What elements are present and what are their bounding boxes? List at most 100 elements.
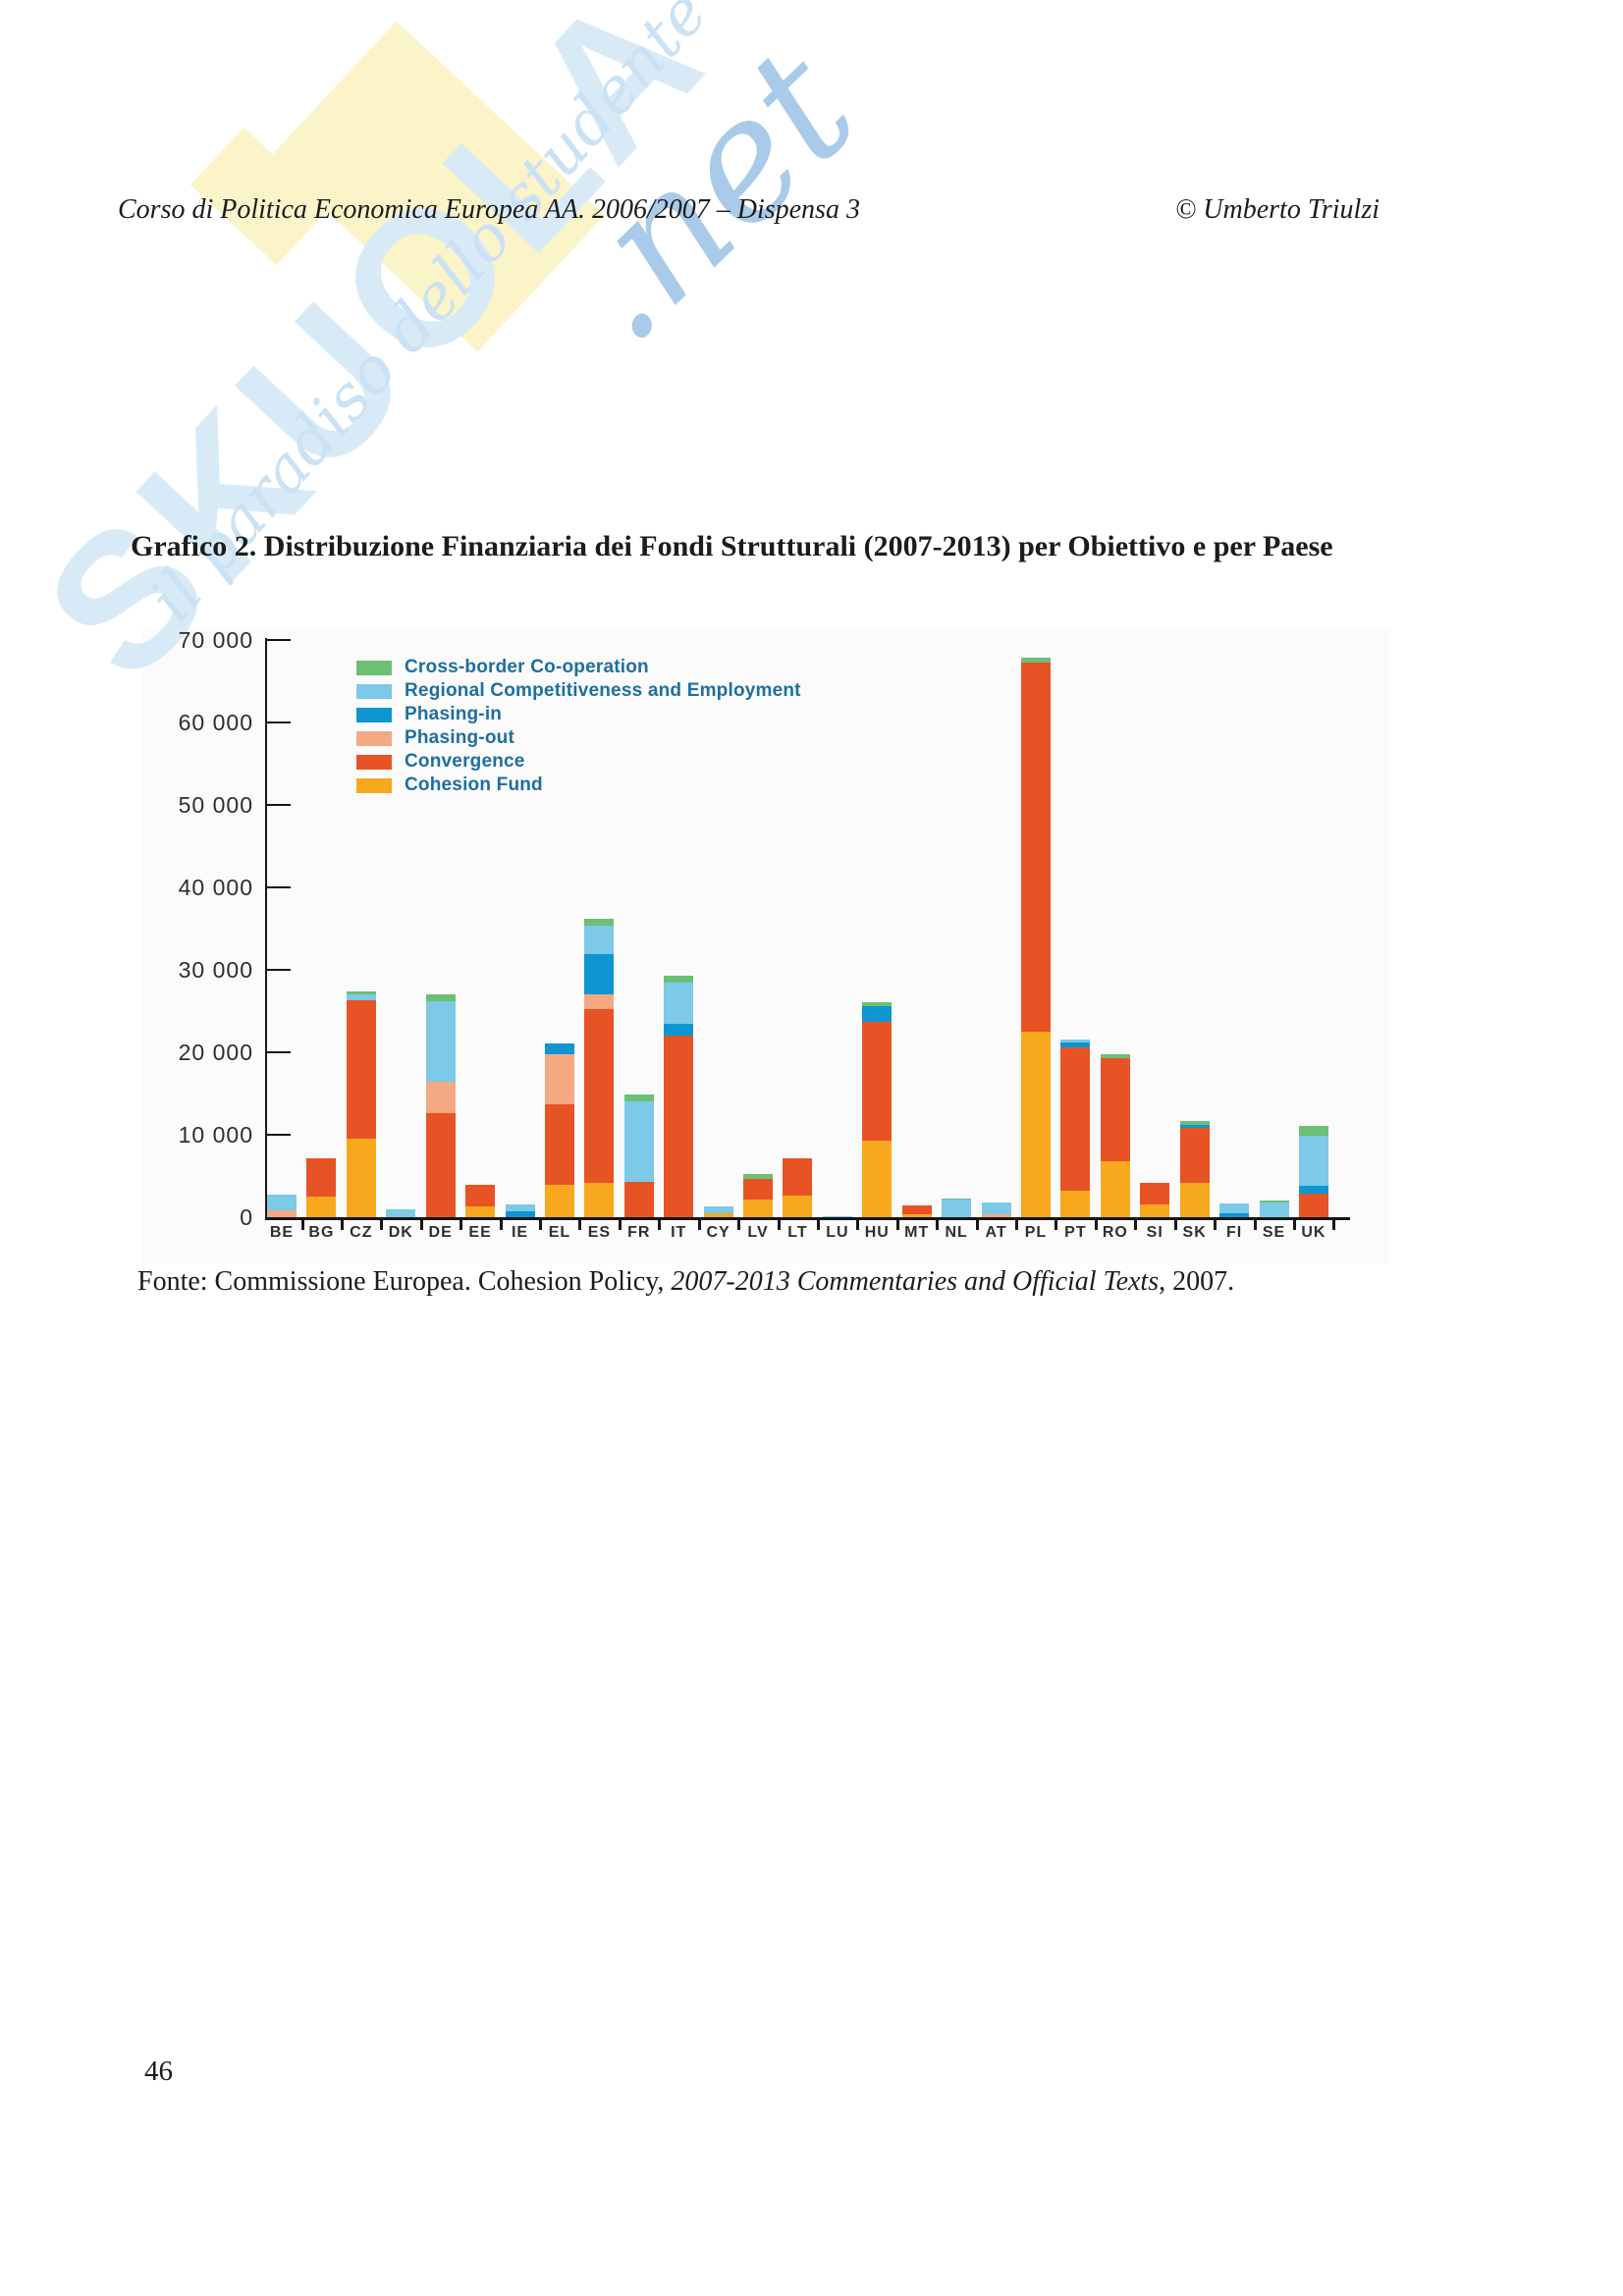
legend-label: Phasing-in	[405, 704, 503, 724]
bar-se	[1259, 1201, 1289, 1217]
x-tick-label: CY	[706, 1224, 730, 1241]
legend-row: Cross-border Co-operation	[356, 656, 801, 679]
bar-segment	[1100, 1160, 1130, 1217]
bar-segment	[465, 1185, 496, 1207]
x-tick-label: PL	[1024, 1224, 1048, 1241]
category-tick-mark	[856, 1217, 860, 1230]
x-tick-label: HU	[864, 1224, 890, 1241]
bar-segment	[703, 1212, 733, 1217]
bar-segment	[306, 1197, 337, 1217]
category-tick-mark	[340, 1217, 344, 1230]
bar-segment	[623, 1100, 654, 1182]
category-tick-mark	[975, 1217, 979, 1230]
chart-legend: Cross-border Co-operation Regional Compet…	[356, 656, 801, 797]
bar-segment	[1259, 1201, 1289, 1217]
x-tick-label: BG	[308, 1224, 335, 1241]
category-tick-mark	[460, 1217, 463, 1230]
bar-segment	[822, 1216, 852, 1217]
x-tick-label: FR	[627, 1224, 651, 1241]
bar-pt	[1060, 1040, 1091, 1217]
bar-segment	[1140, 1204, 1170, 1217]
bar-segment	[584, 1008, 615, 1183]
bar-segment	[664, 982, 694, 1025]
y-tick-mark	[267, 969, 291, 971]
x-tick-label: SK	[1182, 1224, 1207, 1241]
source-suffix: , 2007.	[1159, 1266, 1235, 1297]
y-tick-label: 20 000	[178, 1040, 253, 1065]
bar-segment	[544, 1042, 574, 1054]
category-tick-mark	[618, 1217, 622, 1230]
bar-segment	[267, 1195, 297, 1211]
x-tick-label: SI	[1146, 1224, 1163, 1241]
bar-segment	[1298, 1126, 1328, 1137]
bar-segment	[544, 1053, 574, 1104]
bar-segment	[743, 1200, 774, 1217]
bar-segment	[1060, 1041, 1091, 1047]
x-tick-label: PT	[1064, 1224, 1087, 1241]
category-tick-mark	[1214, 1217, 1217, 1230]
bar-uk	[1298, 1126, 1328, 1217]
bar-segment	[346, 1000, 376, 1140]
source-prefix: Fonte: Commissione Europea. Cohesion Pol…	[137, 1266, 672, 1297]
category-tick-mark	[380, 1217, 384, 1230]
bar-pl	[1020, 657, 1051, 1217]
legend-label: Cohesion Fund	[405, 774, 543, 795]
category-tick-mark	[1253, 1217, 1257, 1230]
legend-label: Phasing-out	[405, 727, 514, 748]
bar-segment	[1219, 1202, 1250, 1213]
x-tick-label: IT	[671, 1224, 687, 1241]
bar-segment	[584, 918, 615, 926]
bar-segment	[1020, 657, 1051, 663]
bar-segment	[981, 1214, 1011, 1217]
bar-segment	[1100, 1053, 1130, 1058]
category-tick-mark	[697, 1217, 701, 1230]
bar-segment	[1100, 1057, 1130, 1161]
bar-segment	[942, 1198, 972, 1201]
legend-row: Convergence	[356, 750, 801, 774]
y-tick-label: 70 000	[178, 627, 253, 653]
bar-segment	[584, 954, 615, 995]
category-tick-mark	[1293, 1217, 1296, 1230]
bar-bg	[306, 1158, 337, 1217]
category-tick-mark	[777, 1217, 781, 1230]
watermark-highlight-shape	[269, 21, 605, 352]
bar-segment	[1060, 1046, 1091, 1192]
x-tick-label: EL	[548, 1224, 571, 1241]
x-tick-label: UK	[1301, 1224, 1326, 1241]
bar-mt	[901, 1205, 932, 1217]
bar-segment	[901, 1214, 932, 1217]
bar-segment	[306, 1158, 337, 1197]
bar-segment	[1060, 1191, 1091, 1217]
bar-segment	[505, 1211, 535, 1217]
legend-row: Regional Competitiveness and Employment	[356, 679, 801, 703]
y-tick-label: 40 000	[178, 875, 253, 900]
y-tick-label: 60 000	[178, 710, 253, 735]
y-tick-mark	[267, 804, 291, 806]
bar-segment	[267, 1210, 297, 1217]
page-number: 46	[144, 2056, 173, 2087]
legend-label: Convergence	[405, 751, 525, 772]
header-author: © Umberto Triulzi	[1175, 194, 1380, 225]
y-tick-label: 30 000	[178, 957, 253, 983]
bar-at	[981, 1201, 1011, 1217]
bar-fr	[623, 1094, 654, 1217]
bar-segment	[1298, 1136, 1328, 1186]
bar-segment	[743, 1174, 774, 1180]
legend-label: Regional Competitiveness and Employment	[405, 680, 801, 701]
category-tick-mark	[1094, 1217, 1098, 1230]
bar-segment	[425, 1113, 456, 1217]
y-tick-mark	[267, 1051, 291, 1053]
x-tick-label: RO	[1102, 1224, 1128, 1241]
source-caption: Fonte: Commissione Europea. Cohesion Pol…	[137, 1266, 1234, 1298]
category-tick-mark	[1134, 1217, 1138, 1230]
category-tick-mark	[737, 1217, 741, 1230]
bar-dk	[386, 1208, 416, 1217]
legend-swatch	[356, 707, 392, 722]
legend-label: Cross-border Co-operation	[405, 657, 649, 677]
x-tick-label: EE	[468, 1224, 492, 1241]
y-tick-label: 0	[240, 1204, 253, 1230]
y-tick-mark	[267, 639, 291, 641]
bar-segment	[425, 1000, 456, 1083]
legend-swatch	[356, 777, 392, 793]
